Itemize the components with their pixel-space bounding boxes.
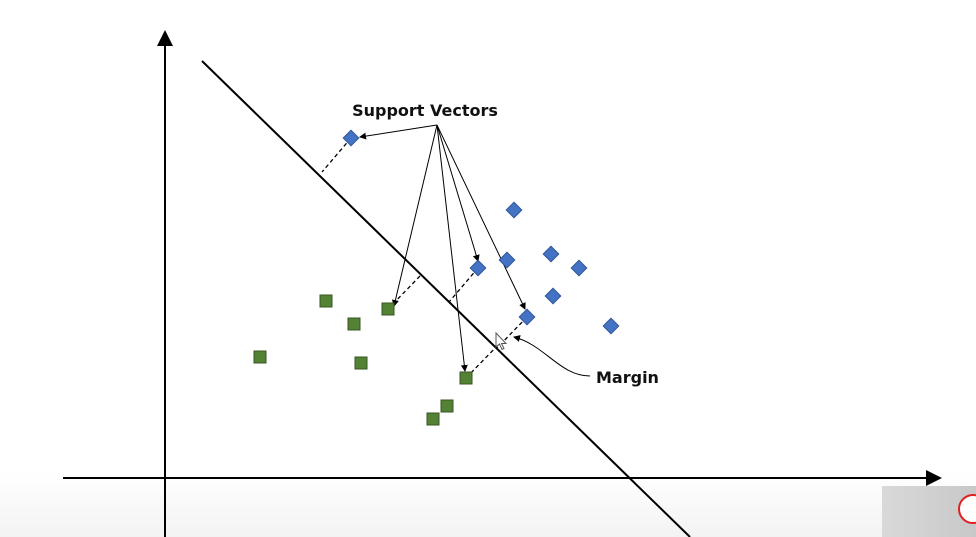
pointer-arrow: [436, 124, 480, 262]
diamond-point: [498, 251, 516, 269]
diamond-point: [544, 287, 562, 305]
margin-label: Margin: [596, 368, 659, 387]
diamond-point: [342, 129, 360, 147]
square-point: [459, 371, 473, 385]
support-vector-arrows: [359, 124, 526, 372]
class-b-points: [253, 294, 473, 426]
pointer-arrow: [391, 124, 438, 307]
square-point: [347, 317, 361, 331]
diamond-point: [469, 259, 487, 277]
square-point: [440, 399, 454, 413]
square-point: [253, 350, 267, 364]
diamond-point: [570, 259, 588, 277]
diamond-point: [542, 245, 560, 263]
support-vectors-label: Support Vectors: [352, 101, 498, 120]
pointer-arrow: [359, 124, 438, 140]
brand-logo-icon: [958, 494, 976, 524]
square-point: [381, 302, 395, 316]
diamond-point: [518, 308, 536, 326]
square-point: [319, 294, 333, 308]
margin-pointer: [513, 335, 591, 377]
margin-line: [448, 267, 479, 303]
pointer-arrow: [436, 124, 468, 372]
diamond-point: [602, 317, 620, 335]
mouse-pointer-icon: [495, 331, 508, 351]
square-point: [354, 356, 368, 370]
class-a-points: [342, 129, 620, 335]
margin-line: [321, 137, 352, 173]
square-point: [426, 412, 440, 426]
diamond-point: [505, 201, 523, 219]
pointer-arrow: [436, 124, 526, 310]
decision-boundary: [201, 60, 691, 537]
